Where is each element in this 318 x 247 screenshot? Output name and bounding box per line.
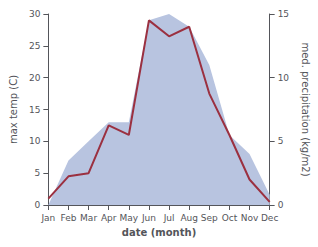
svg-text:15: 15 [29, 105, 40, 115]
svg-text:Nov: Nov [241, 213, 259, 223]
svg-text:May: May [120, 213, 139, 223]
svg-text:Apr: Apr [101, 213, 117, 223]
svg-text:Feb: Feb [61, 213, 77, 223]
svg-text:max temp (C): max temp (C) [8, 75, 19, 144]
svg-text:10: 10 [29, 136, 41, 146]
svg-text:Mar: Mar [80, 213, 97, 223]
svg-text:med. precipitation (kg/m2): med. precipitation (kg/m2) [300, 42, 311, 176]
svg-text:Jul: Jul [163, 213, 175, 223]
svg-text:5: 5 [278, 136, 284, 146]
svg-text:Dec: Dec [261, 213, 278, 223]
svg-text:10: 10 [278, 73, 290, 83]
svg-text:Oct: Oct [222, 213, 238, 223]
svg-text:Sep: Sep [201, 213, 218, 223]
svg-text:25: 25 [29, 41, 40, 51]
svg-text:20: 20 [29, 73, 41, 83]
svg-text:0: 0 [35, 200, 41, 210]
svg-text:Jan: Jan [40, 213, 55, 223]
svg-text:5: 5 [35, 168, 41, 178]
svg-text:Aug: Aug [180, 213, 198, 223]
svg-text:0: 0 [278, 200, 284, 210]
svg-text:Jun: Jun [141, 213, 156, 223]
svg-text:15: 15 [278, 9, 289, 19]
svg-text:date (month): date (month) [122, 227, 196, 238]
svg-text:30: 30 [29, 9, 41, 19]
